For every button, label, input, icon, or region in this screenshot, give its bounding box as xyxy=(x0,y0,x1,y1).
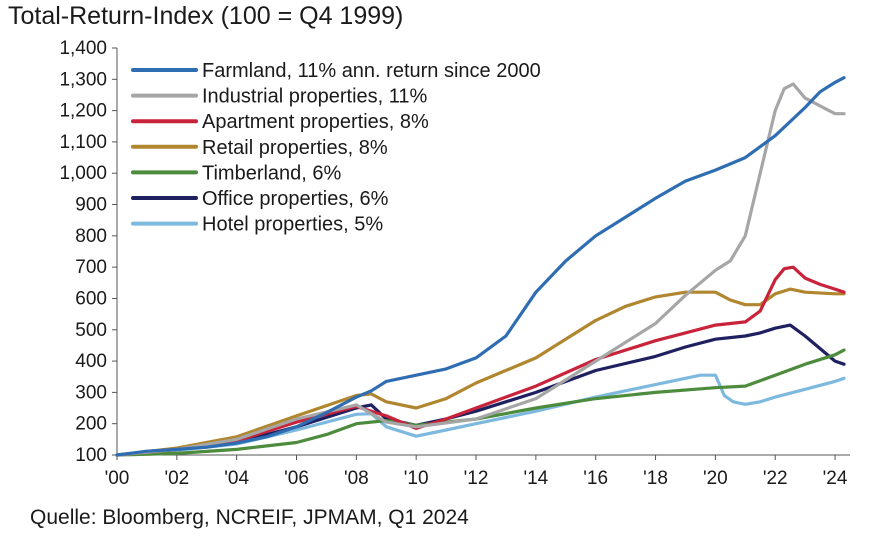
legend-label: Industrial properties, 11% xyxy=(202,86,428,108)
x-tick-label: '16 xyxy=(583,468,608,489)
x-tick-label: '18 xyxy=(643,468,668,489)
x-tick-label: '08 xyxy=(344,468,369,489)
legend-label: Farmland, 11% ann. return since 2000 xyxy=(202,60,541,82)
x-tick-label: '12 xyxy=(464,468,489,489)
series-line xyxy=(115,348,846,457)
x-tick-label: '10 xyxy=(404,468,429,489)
y-tick-label: 400 xyxy=(75,351,107,372)
x-tick-label: '22 xyxy=(763,468,788,489)
y-tick-label: 600 xyxy=(75,288,107,309)
source-note: Quelle: Bloomberg, NCREIF, JPMAM, Q1 202… xyxy=(30,506,469,529)
y-tick-label: 900 xyxy=(75,195,107,216)
legend-label: Apartment properties, 8% xyxy=(202,111,429,133)
y-tick-label: 500 xyxy=(75,320,107,341)
series-line xyxy=(115,323,846,457)
y-tick-label: 1,300 xyxy=(59,69,107,90)
y-tick-label: 100 xyxy=(75,445,107,466)
series-line xyxy=(115,373,846,457)
x-tick-label: '04 xyxy=(224,468,249,489)
y-tick-label: 1,400 xyxy=(59,38,107,59)
x-tick-label: '00 xyxy=(105,468,130,489)
x-tick-label: '02 xyxy=(164,468,189,489)
series-line xyxy=(115,82,846,457)
y-tick-label: 1,000 xyxy=(59,163,107,184)
x-tick-label: '24 xyxy=(823,468,848,489)
x-tick-label: '06 xyxy=(284,468,309,489)
series-line xyxy=(115,287,846,457)
series-line xyxy=(115,265,846,457)
series-line xyxy=(115,76,846,457)
y-tick-label: 300 xyxy=(75,382,107,403)
x-tick-label: '14 xyxy=(523,468,548,489)
legend-label: Office properties, 6% xyxy=(202,188,389,210)
y-tick-label: 700 xyxy=(75,257,107,278)
x-tick-label: '20 xyxy=(703,468,728,489)
y-tick-label: 800 xyxy=(75,226,107,247)
y-tick-label: 200 xyxy=(75,414,107,435)
chart-title: Total-Return-Index (100 = Q4 1999) xyxy=(8,2,404,30)
y-tick-label: 1,100 xyxy=(59,132,107,153)
legend-label: Timberland, 6% xyxy=(202,162,342,184)
y-tick-label: 1,200 xyxy=(59,101,107,122)
legend-label: Hotel properties, 5% xyxy=(202,214,383,236)
legend-label: Retail properties, 8% xyxy=(202,137,388,159)
